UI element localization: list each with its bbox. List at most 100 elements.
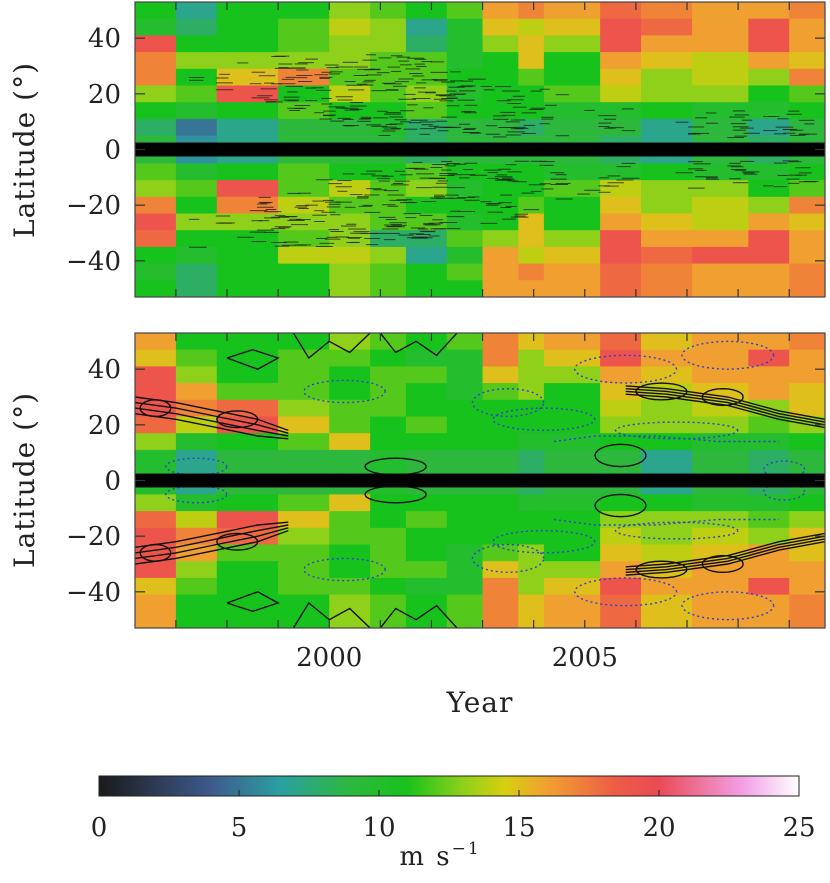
heatmap-cell — [482, 18, 519, 36]
heatmap-cell — [405, 52, 448, 70]
positive-contour — [135, 527, 289, 560]
heatmap-cell — [482, 180, 519, 198]
heatmap-cell — [175, 102, 218, 120]
heatmap-cell — [600, 511, 642, 529]
heatmap-cell — [329, 544, 371, 562]
heatmap-cell — [482, 511, 519, 529]
heatmap-cell — [175, 561, 218, 579]
heatmap-cell — [641, 230, 693, 248]
heatmap-cell — [278, 280, 330, 297]
heatmap-cell — [518, 333, 545, 351]
heatmap-cell — [543, 449, 601, 468]
heatmap-cell — [789, 263, 825, 281]
heatmap-cell — [641, 577, 693, 596]
colorbar-unit-label: m s−1 — [399, 839, 480, 872]
heatmap-cell — [748, 416, 790, 434]
heatmap-cell — [216, 383, 279, 401]
y-tick-label: −20 — [66, 191, 121, 221]
heatmap-cell — [405, 196, 448, 215]
heatmap-cell — [789, 561, 825, 579]
heatmap-cell — [446, 18, 484, 36]
heatmap-cell — [543, 594, 601, 612]
heatmap-cell — [543, 433, 601, 451]
heatmap-cell — [641, 118, 693, 137]
heatmap-cell — [446, 611, 484, 628]
positive-contour — [216, 410, 259, 429]
heatmap-cell — [370, 416, 407, 434]
heatmap-cell — [518, 35, 545, 53]
heatmap-cell — [543, 213, 601, 231]
heatmap-cell — [405, 383, 448, 401]
heatmap-cell — [518, 383, 545, 401]
heatmap-cell — [641, 611, 693, 628]
heatmap-cell — [748, 85, 790, 103]
heatmap-cell — [135, 35, 177, 53]
heatmap-cell — [405, 399, 448, 418]
heatmap-cell — [692, 52, 749, 70]
y-tick-label: 40 — [88, 355, 121, 385]
heatmap-cell — [405, 527, 448, 546]
heatmap-cell — [543, 2, 601, 20]
heatmap-cell — [329, 246, 371, 265]
heatmap-cell — [135, 494, 177, 512]
heatmap-cell — [600, 280, 642, 297]
positive-contour — [379, 333, 458, 357]
heatmap-cell — [405, 366, 448, 384]
heatmap-cell — [748, 2, 790, 20]
y-tick-label: 0 — [104, 136, 121, 166]
heatmap-cell — [543, 333, 601, 351]
heatmap-cell — [446, 163, 484, 181]
heatmap-cell — [446, 35, 484, 53]
heatmap-cell — [278, 52, 330, 70]
heatmap-cell — [216, 102, 279, 120]
heatmap-cell — [175, 118, 218, 137]
heatmap-cell — [482, 246, 519, 265]
heatmap-cell — [600, 246, 642, 265]
heatmap-cell — [175, 280, 218, 297]
heatmap-cell — [692, 35, 749, 53]
heatmap-cell — [692, 611, 749, 628]
negative-contour — [164, 457, 228, 476]
heatmap-cell — [543, 527, 601, 546]
heatmap-cell — [789, 213, 825, 231]
heatmap-cell — [692, 68, 749, 87]
heatmap-cell — [329, 494, 371, 512]
heatmap-cell — [518, 577, 545, 596]
heatmap-cell — [600, 213, 642, 231]
heatmap-cell — [543, 511, 601, 529]
heatmap-cell — [518, 511, 545, 529]
heatmap-cell — [278, 594, 330, 612]
heatmap-cell — [748, 163, 790, 181]
heatmap-cell — [482, 102, 519, 120]
heatmap-cell — [748, 68, 790, 87]
heatmap-cell — [329, 511, 371, 529]
positive-contour — [379, 604, 458, 628]
bottom-panel: −40 −20 0 20 40 2000 2005 Latitude (°) Year — [8, 332, 826, 719]
heatmap-cell — [370, 433, 407, 451]
heatmap-cell — [600, 449, 642, 468]
heatmap-cell — [446, 213, 484, 231]
heatmap-cell — [748, 213, 790, 231]
heatmap-cell — [518, 366, 545, 384]
y-tick-label: 20 — [88, 411, 121, 441]
heatmap-cell — [405, 246, 448, 265]
heatmap-cell — [405, 280, 448, 297]
heatmap-cell — [641, 366, 693, 384]
heatmap-cell — [135, 449, 177, 468]
positive-contour — [139, 543, 172, 562]
positive-contour — [135, 521, 289, 548]
heatmap-cell — [789, 594, 825, 612]
heatmap-cell — [692, 349, 749, 367]
top-plot-frame — [134, 1, 826, 298]
heatmap-cell — [789, 118, 825, 137]
heatmap-cell — [518, 544, 545, 562]
heatmap-cell — [405, 230, 448, 248]
heatmap-cell — [446, 118, 484, 137]
heatmap-cell — [748, 594, 790, 612]
heatmap-cell — [405, 263, 448, 281]
heatmap-cell — [600, 383, 642, 401]
heatmap-cell — [278, 163, 330, 181]
heatmap-cell — [446, 366, 484, 384]
heatmap-cell — [370, 511, 407, 529]
heatmap-cell — [405, 449, 448, 468]
